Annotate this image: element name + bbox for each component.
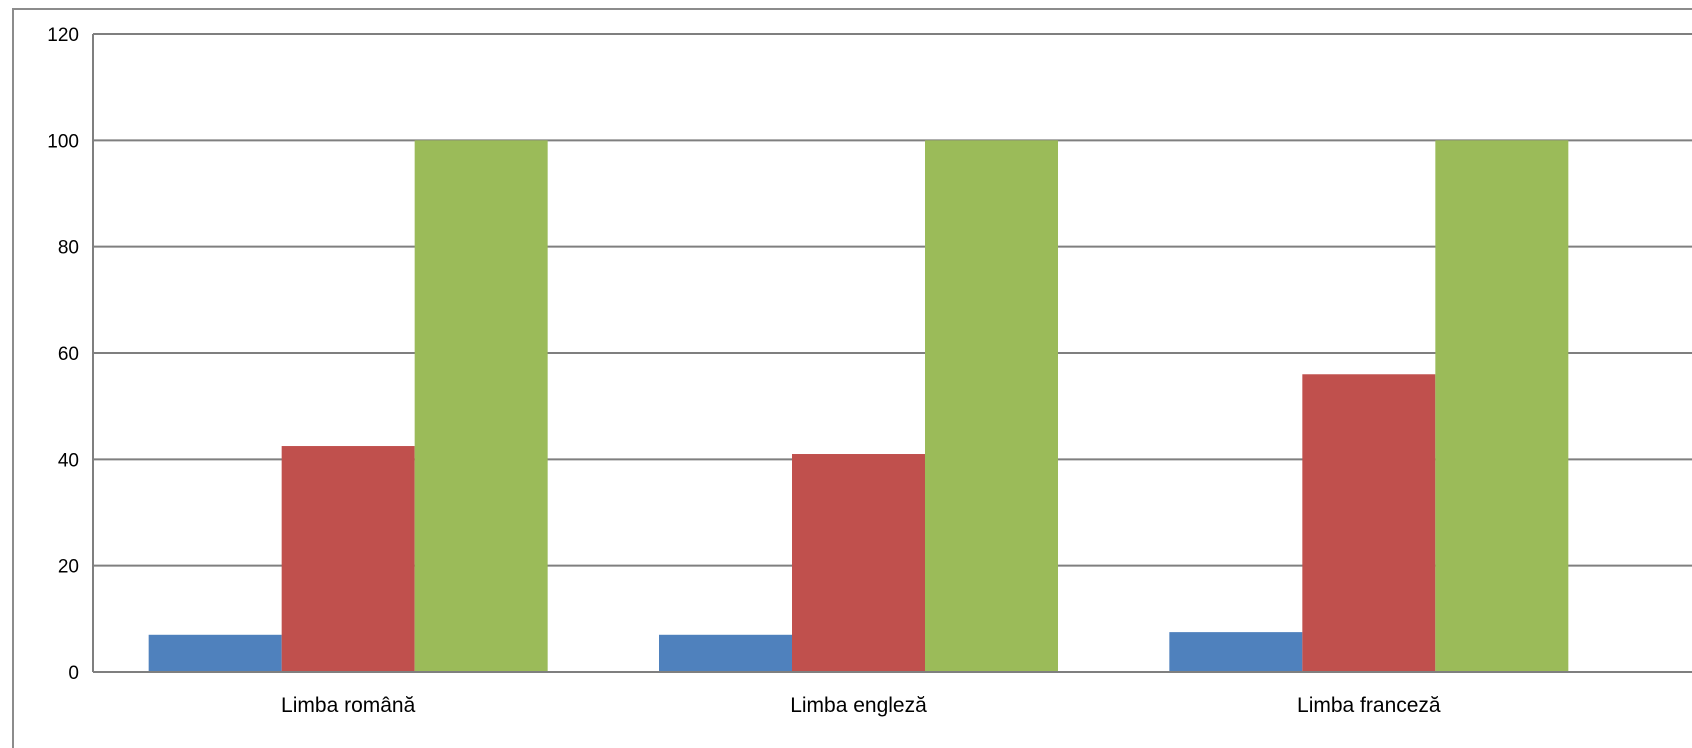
bar-series1-2 bbox=[659, 634, 792, 672]
bars bbox=[148, 140, 1569, 673]
bar-series2-3 bbox=[1302, 374, 1436, 672]
y-tick-label: 100 bbox=[47, 131, 79, 152]
bar-series2-1 bbox=[281, 446, 415, 672]
bar-series3-3 bbox=[1435, 140, 1569, 673]
x-category-label: Limba engleză bbox=[790, 694, 927, 717]
x-category-label: Limba română bbox=[281, 694, 416, 717]
y-tick-label: 0 bbox=[68, 663, 79, 684]
y-tick-label: 80 bbox=[58, 238, 79, 259]
y-tick-label: 20 bbox=[58, 557, 79, 578]
x-category-label: Limba franceză bbox=[1297, 694, 1441, 717]
bar-series1-3 bbox=[1169, 632, 1303, 672]
y-tick-label: 60 bbox=[58, 344, 79, 365]
axes bbox=[92, 34, 1692, 673]
bar-series2-2 bbox=[792, 454, 925, 672]
bar-series3-1 bbox=[414, 140, 548, 673]
y-axis-tick-labels: 0 20 40 60 80 100 120 bbox=[47, 25, 79, 684]
bar-series1-1 bbox=[148, 634, 282, 672]
bar-series3-2 bbox=[925, 140, 1058, 673]
y-tick-label: 40 bbox=[58, 450, 79, 471]
x-axis-category-labels: Limba română Limba engleză Limba franceză bbox=[281, 694, 1441, 717]
y-tick-label: 120 bbox=[47, 25, 79, 46]
